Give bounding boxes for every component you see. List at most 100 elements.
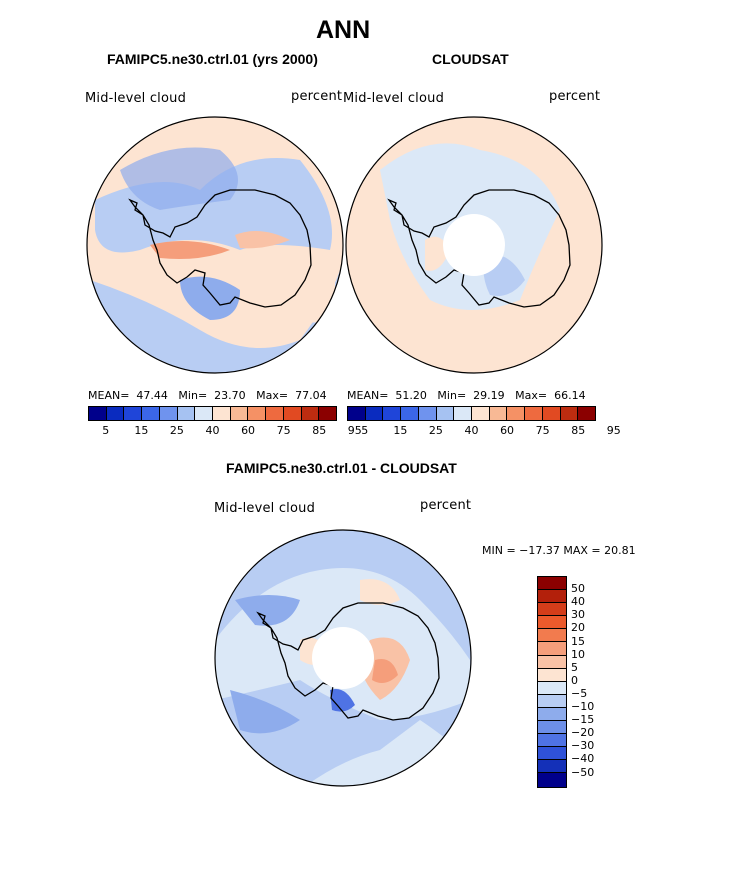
colorbar-swatch [401,407,419,420]
colorbar-tick-label: 15 [393,424,408,437]
diff-colorbar-tick-label: 30 [571,608,585,622]
colorbar-tick-label: 25 [169,424,184,437]
panel1-mean-label: MEAN= [88,389,130,402]
colorbar-swatch [89,407,107,420]
panel2-max: 66.14 [554,389,586,402]
colorbar-swatch [106,407,125,420]
colorbar-tick-label: 75 [535,424,550,437]
diff-units-label: percent [420,498,472,513]
diff-colorbar-tick-label: −40 [571,752,595,766]
panel1-colorbar [88,406,337,421]
colorbar-tick-label: 95 [347,424,362,437]
page-title: ANN [316,16,371,44]
diff-colorbar-tick-label: 50 [571,582,585,596]
panel1-max: 77.04 [295,389,327,402]
diff-colorbar-tick-label: −15 [571,713,595,727]
diff-colorbar-tick-label: 15 [571,634,585,648]
diff-colorbar-swatch [538,655,566,669]
diff-colorbar-swatch [538,694,566,708]
colorbar-swatch [266,407,284,420]
colorbar-swatch [348,407,366,420]
diff-colorbar-swatch [538,747,566,761]
colorbar-swatch [454,407,473,420]
panel1-min: 23.70 [214,389,246,402]
colorbar-tick-label: 40 [205,424,220,437]
diff-colorbar-tick-label: 20 [571,621,585,635]
colorbar-swatch [383,407,402,420]
panel2-polar-gap [443,214,505,276]
panel1-map-border [86,116,344,374]
panel2-stats: MEAN= 51.20 Min= 29.19 Max= 66.14 [347,389,586,402]
colorbar-swatch [525,407,543,420]
diff-colorbar-swatch [538,760,566,774]
diff-colorbar-tick-label: −30 [571,739,595,753]
diff-colorbar-swatch [538,721,566,735]
diff-colorbar-tick-label: 0 [571,673,578,687]
panel1-units-label: percent [291,89,343,104]
colorbar-swatch [365,407,384,420]
colorbar-tick-label: 95 [606,424,621,437]
diff-colorbar-swatch [538,629,566,643]
colorbar-swatch [507,407,526,420]
panel2-variable-label: Mid-level cloud [343,91,445,106]
colorbar-swatch [472,407,490,420]
diff-colorbar-tick-label: 5 [571,660,578,674]
diff-map-border [214,529,472,787]
colorbar-swatch [248,407,267,420]
diff-colorbar-swatch [538,616,566,630]
diff-colorbar-swatch [538,603,566,617]
colorbar-swatch [319,407,337,420]
colorbar-tick-label: 25 [428,424,443,437]
panel1-heading: FAMIPC5.ne30.ctrl.01 (yrs 2000) [107,51,318,67]
diff-colorbar-tick-label: −20 [571,726,595,740]
panel2-min: 29.19 [473,389,505,402]
diff-colorbar-tick-label: 40 [571,595,585,609]
diff-colorbar-swatch [538,681,566,695]
panel1-mean: 47.44 [136,389,168,402]
diff-colorbar-tick-label: 10 [571,647,585,661]
diff-colorbar-swatch [538,773,566,787]
panel1-map [87,117,343,373]
diff-colorbar-swatch [538,707,566,722]
diff-variable-label: Mid-level cloud [214,501,316,516]
colorbar-tick-label: 5 [102,424,110,437]
diff-colorbar-tick-label: −50 [571,765,595,779]
colorbar-swatch [124,407,143,420]
colorbar-swatch [578,407,596,420]
diff-colorbar-swatch [538,734,566,748]
colorbar-swatch [301,407,320,420]
diff-colorbar [537,576,567,788]
diff-colorbar-swatch [538,668,566,682]
panel2-min-label: Min= [437,389,467,402]
colorbar-tick-label: 5 [361,424,369,437]
colorbar-swatch [159,407,178,420]
panel1-max-label: Max= [256,389,289,402]
panel1-variable-label: Mid-level cloud [85,91,187,106]
diff-colorbar-tick-label: −10 [571,700,595,713]
diff-heading: FAMIPC5.ne30.ctrl.01 - CLOUDSAT [226,460,457,476]
colorbar-swatch [230,407,249,420]
panel2-max-label: Max= [515,389,548,402]
diff-colorbar-tick-label: −5 [571,686,588,700]
diff-colorbar-swatch [538,590,566,604]
panel2-mean: 51.20 [395,389,427,402]
colorbar-swatch [213,407,231,420]
diff-colorbar-swatch [538,642,566,656]
colorbar-swatch [418,407,437,420]
colorbar-tick-label: 40 [464,424,479,437]
panel2-units-label: percent [549,89,601,104]
colorbar-tick-label: 85 [312,424,327,437]
colorbar-swatch [142,407,160,420]
colorbar-tick-label: 60 [500,424,515,437]
colorbar-swatch [542,407,561,420]
colorbar-swatch [177,407,196,420]
colorbar-tick-label: 60 [241,424,256,437]
colorbar-swatch [489,407,508,420]
panel1-stats: MEAN= 47.44 Min= 23.70 Max= 77.04 [88,389,327,402]
colorbar-swatch [436,407,455,420]
diff-colorbar-swatch [538,577,566,591]
panel2-colorbar [347,406,596,421]
colorbar-tick-label: 15 [134,424,149,437]
diff-polar-gap [312,627,374,689]
